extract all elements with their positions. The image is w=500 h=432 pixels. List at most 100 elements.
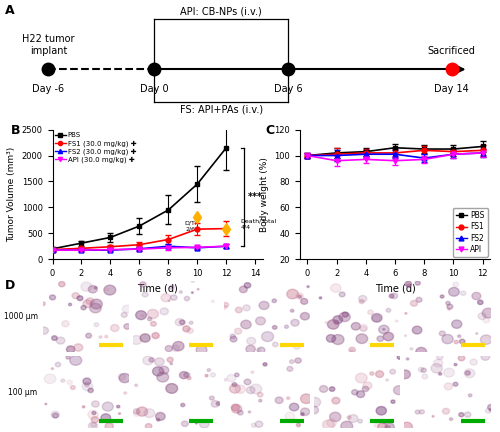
- Circle shape: [374, 423, 379, 427]
- Circle shape: [360, 300, 364, 304]
- Circle shape: [454, 340, 458, 344]
- Circle shape: [384, 332, 394, 341]
- Circle shape: [309, 397, 320, 407]
- Circle shape: [255, 421, 263, 427]
- Circle shape: [250, 384, 262, 394]
- Circle shape: [448, 308, 450, 310]
- Circle shape: [360, 324, 368, 331]
- Circle shape: [436, 354, 443, 360]
- Text: Death/Total
4/4: Death/Total 4/4: [241, 219, 277, 229]
- Circle shape: [152, 333, 159, 339]
- Circle shape: [434, 359, 443, 367]
- Circle shape: [142, 292, 148, 297]
- Circle shape: [252, 423, 256, 427]
- Circle shape: [470, 359, 478, 365]
- Circle shape: [156, 419, 160, 421]
- Circle shape: [421, 368, 426, 372]
- Circle shape: [94, 286, 97, 289]
- Circle shape: [272, 299, 276, 302]
- Circle shape: [415, 281, 420, 285]
- Circle shape: [383, 328, 385, 330]
- Circle shape: [298, 295, 302, 298]
- Text: A: A: [5, 4, 15, 17]
- Circle shape: [232, 404, 239, 411]
- Circle shape: [339, 312, 350, 321]
- Circle shape: [232, 405, 242, 413]
- Circle shape: [405, 312, 407, 314]
- Circle shape: [272, 342, 278, 347]
- Circle shape: [205, 375, 208, 377]
- Circle shape: [326, 334, 336, 342]
- Circle shape: [170, 295, 177, 300]
- Circle shape: [81, 305, 86, 310]
- Text: C: C: [266, 124, 275, 137]
- Circle shape: [362, 386, 368, 392]
- Circle shape: [416, 297, 422, 302]
- Circle shape: [352, 390, 358, 395]
- Circle shape: [84, 383, 89, 387]
- Circle shape: [212, 300, 214, 302]
- Circle shape: [291, 319, 299, 326]
- Circle shape: [102, 402, 113, 411]
- X-axis label: Time (d): Time (d): [137, 283, 178, 293]
- Circle shape: [327, 419, 336, 427]
- Circle shape: [88, 410, 98, 419]
- Circle shape: [482, 308, 494, 318]
- Circle shape: [396, 320, 398, 322]
- Circle shape: [300, 299, 308, 304]
- Circle shape: [290, 403, 299, 411]
- Circle shape: [287, 366, 293, 372]
- Circle shape: [210, 396, 214, 400]
- Circle shape: [320, 386, 328, 392]
- Circle shape: [82, 382, 93, 391]
- Circle shape: [256, 317, 266, 325]
- Circle shape: [284, 325, 288, 328]
- Circle shape: [422, 374, 428, 379]
- Circle shape: [230, 334, 235, 339]
- Circle shape: [328, 320, 339, 329]
- Circle shape: [248, 411, 250, 413]
- Circle shape: [272, 326, 277, 329]
- Circle shape: [244, 379, 251, 385]
- Circle shape: [92, 401, 99, 407]
- Circle shape: [154, 358, 164, 366]
- Circle shape: [339, 292, 345, 297]
- Circle shape: [170, 286, 174, 289]
- Circle shape: [168, 300, 170, 302]
- Text: H22 tumor
implant: H22 tumor implant: [22, 34, 74, 56]
- Circle shape: [472, 292, 481, 300]
- Circle shape: [488, 404, 494, 410]
- Circle shape: [476, 333, 478, 334]
- Circle shape: [442, 334, 453, 344]
- Circle shape: [478, 313, 486, 320]
- Circle shape: [389, 294, 394, 298]
- Circle shape: [460, 291, 466, 295]
- Circle shape: [464, 369, 475, 378]
- Circle shape: [236, 307, 242, 313]
- Circle shape: [431, 364, 442, 373]
- Circle shape: [334, 321, 339, 324]
- Circle shape: [149, 358, 154, 362]
- Legend: PBS, FS1, FS2, API: PBS, FS1, FS2, API: [452, 208, 488, 257]
- Circle shape: [293, 343, 300, 349]
- Circle shape: [172, 345, 179, 352]
- Circle shape: [453, 382, 458, 386]
- Text: Day 0: Day 0: [140, 84, 168, 94]
- Circle shape: [386, 426, 390, 429]
- Circle shape: [140, 282, 146, 287]
- Circle shape: [442, 408, 450, 414]
- Circle shape: [352, 323, 360, 330]
- Circle shape: [147, 309, 158, 319]
- Circle shape: [133, 409, 140, 414]
- Circle shape: [251, 371, 254, 374]
- Circle shape: [134, 411, 140, 416]
- Circle shape: [378, 325, 389, 334]
- Circle shape: [222, 305, 227, 309]
- Circle shape: [347, 416, 351, 419]
- Circle shape: [333, 316, 342, 324]
- Circle shape: [234, 328, 242, 334]
- Circle shape: [356, 334, 368, 343]
- Circle shape: [148, 317, 152, 321]
- Text: Sacrificed: Sacrificed: [428, 46, 476, 56]
- Circle shape: [86, 333, 91, 338]
